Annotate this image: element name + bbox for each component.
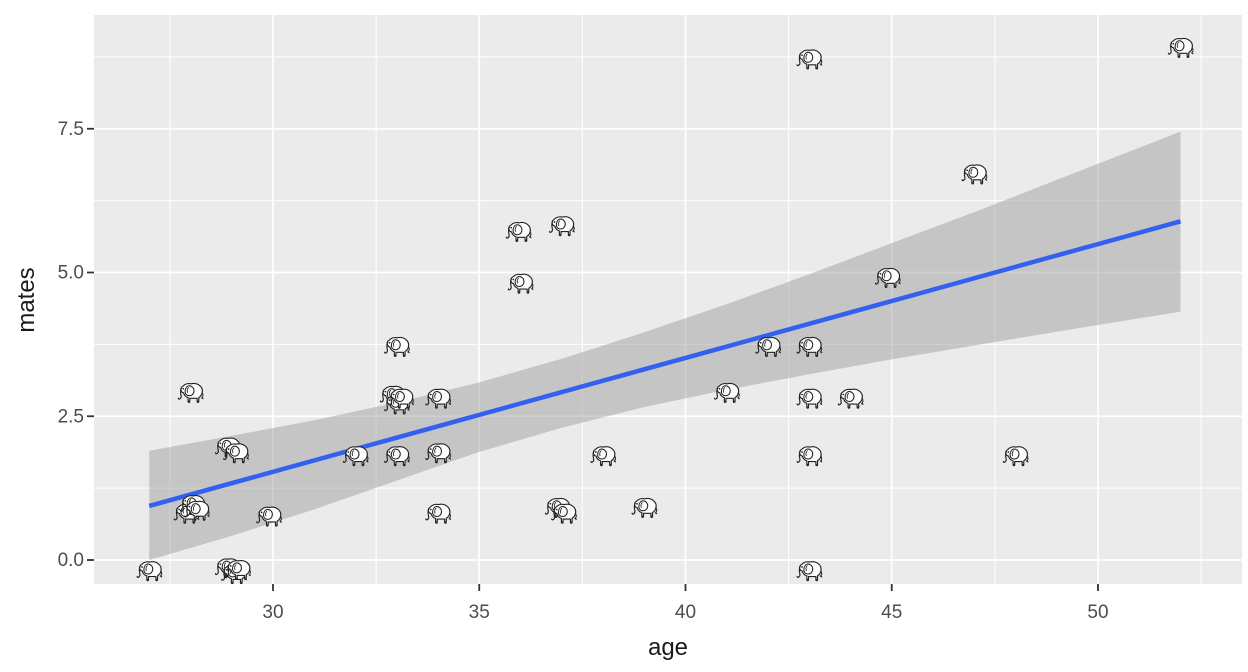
axis-tick-marks (87, 127, 1099, 591)
axis-tick-labels: 30 35 40 45 50 0.0 2.5 5.0 7.5 (58, 119, 1109, 623)
minor-gridlines (94, 15, 1242, 584)
major-gridlines (94, 15, 1242, 584)
x-axis-title: age (648, 634, 688, 661)
y-tick-label: 0.0 (58, 550, 84, 571)
x-tick-label: 40 (675, 602, 696, 623)
regression-line (148, 219, 1182, 509)
x-tick-label: 45 (881, 602, 902, 623)
plot-panel (94, 15, 1242, 584)
y-tick-label: 2.5 (58, 406, 84, 427)
y-tick-label: 7.5 (58, 119, 84, 140)
y-axis-title: mates (13, 267, 40, 332)
x-tick-label: 30 (262, 602, 283, 623)
x-tick-label: 35 (469, 602, 490, 623)
x-tick-label: 50 (1087, 602, 1108, 623)
y-tick-label: 5.0 (58, 263, 84, 284)
